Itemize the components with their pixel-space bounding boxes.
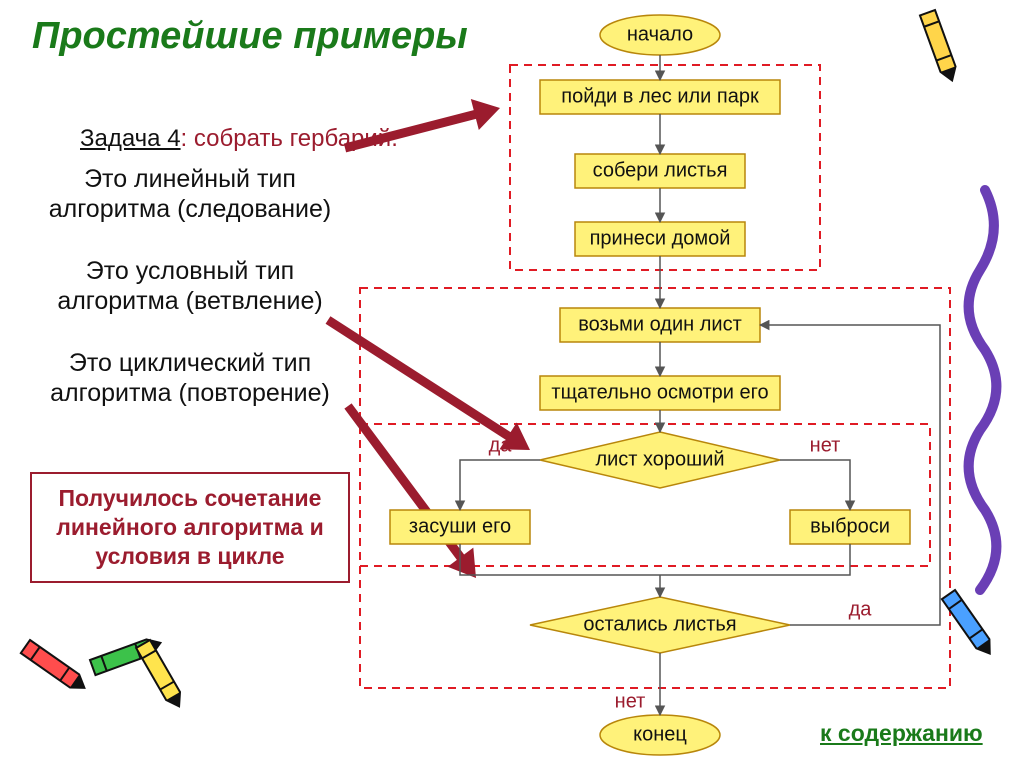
svg-text:тщательно осмотри его: тщательно осмотри его <box>551 381 768 403</box>
svg-text:лист хороший: лист хороший <box>595 448 724 470</box>
svg-text:нет: нет <box>615 690 646 712</box>
svg-text:выброси: выброси <box>810 515 890 537</box>
svg-text:да: да <box>849 598 873 620</box>
svg-text:нет: нет <box>810 434 841 456</box>
svg-text:конец: конец <box>633 723 687 745</box>
svg-text:возьми один лист: возьми один лист <box>578 313 742 335</box>
svg-text:остались листья: остались листья <box>583 613 736 635</box>
svg-text:начало: начало <box>627 23 693 45</box>
svg-text:собери листья: собери листья <box>593 159 728 181</box>
svg-text:засуши его: засуши его <box>409 515 511 537</box>
svg-text:принеси домой: принеси домой <box>590 227 731 249</box>
flowchart-svg: начало конец пойди в лес или парк собери ли… <box>0 0 1024 767</box>
svg-text:да: да <box>489 434 513 456</box>
svg-text:пойди в лес или парк: пойди в лес или парк <box>561 85 759 107</box>
